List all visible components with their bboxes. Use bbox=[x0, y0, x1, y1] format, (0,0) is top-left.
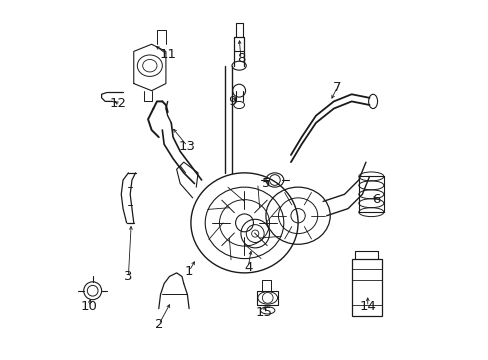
Text: 14: 14 bbox=[359, 300, 375, 313]
Text: 3: 3 bbox=[124, 270, 132, 283]
Text: 8: 8 bbox=[236, 52, 244, 65]
Text: 4: 4 bbox=[244, 261, 252, 274]
Text: 9: 9 bbox=[227, 95, 236, 108]
Text: 11: 11 bbox=[159, 49, 176, 62]
Text: 13: 13 bbox=[179, 140, 195, 153]
Text: 1: 1 bbox=[184, 265, 193, 278]
Text: 10: 10 bbox=[81, 300, 97, 313]
Text: 2: 2 bbox=[154, 318, 163, 331]
Text: 15: 15 bbox=[255, 306, 272, 319]
Bar bbox=[351, 258, 381, 316]
Text: 5: 5 bbox=[261, 177, 270, 190]
Text: 6: 6 bbox=[372, 193, 380, 206]
Text: 12: 12 bbox=[109, 97, 126, 110]
Text: 7: 7 bbox=[332, 81, 341, 94]
